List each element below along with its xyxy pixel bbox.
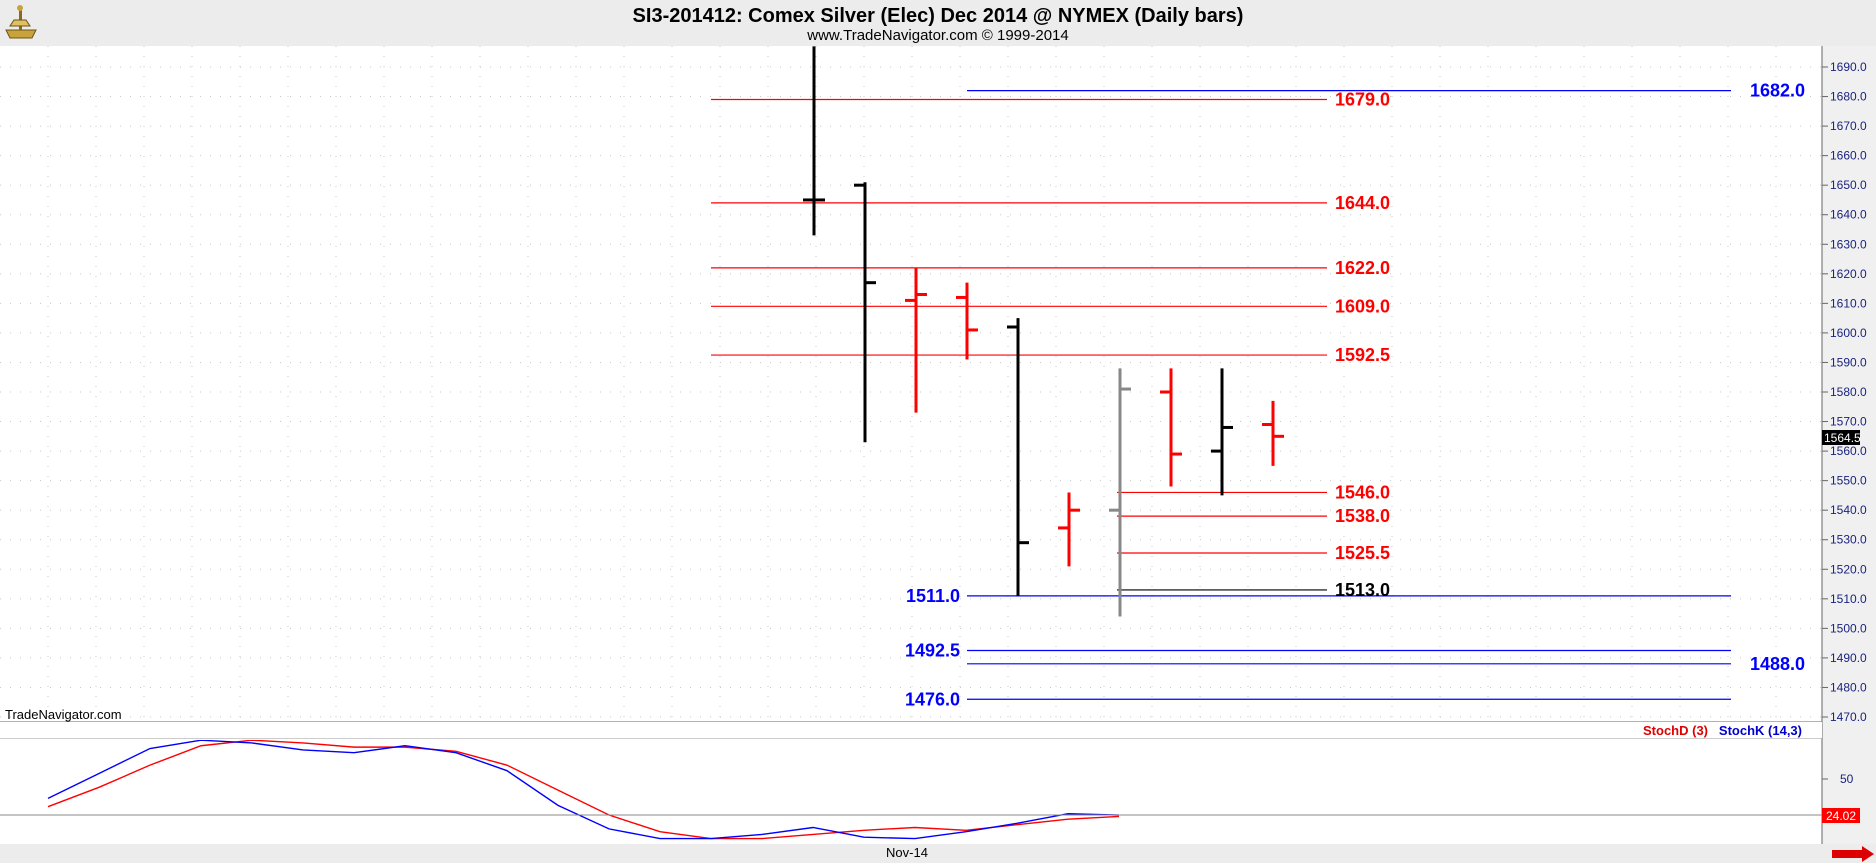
price-tick-label: 1550.0 <box>1830 474 1867 488</box>
level-label: 1592.5 <box>1335 345 1390 365</box>
legend-stochk: StochK (14,3) <box>1719 723 1802 738</box>
price-tick-label: 1680.0 <box>1830 90 1867 104</box>
level-label: 1525.5 <box>1335 543 1390 563</box>
price-tick-label: 1640.0 <box>1830 208 1867 222</box>
ohlc-bar <box>803 46 825 236</box>
price-tick-label: 1500.0 <box>1830 621 1867 635</box>
chart-title: SI3-201412: Comex Silver (Elec) Dec 2014… <box>633 5 1244 27</box>
level-label: 1682.0 <box>1750 81 1805 101</box>
level-label: 1511.0 <box>906 586 960 606</box>
level-label: 1644.0 <box>1335 193 1390 213</box>
oscillator-line <box>47 740 1120 840</box>
price-tick-label: 1610.0 <box>1830 296 1867 310</box>
level-label: 1679.0 <box>1335 90 1390 110</box>
price-tick-label: 1560.0 <box>1830 444 1867 458</box>
price-tick-label: 1480.0 <box>1830 680 1867 694</box>
ohlc-bar <box>1211 368 1233 496</box>
price-tick-label: 1540.0 <box>1830 503 1867 517</box>
price-tick-label: 1580.0 <box>1830 385 1867 399</box>
oscillator-level-label: 50 <box>1840 772 1854 786</box>
ohlc-bar <box>956 282 978 360</box>
ohlc-bars <box>803 46 1284 617</box>
ohlc-bar <box>854 182 876 443</box>
ohlc-bar <box>1160 368 1182 487</box>
ohlc-bar <box>1262 400 1284 466</box>
legend-stochd: StochD (3) <box>1643 723 1708 738</box>
price-tick-label: 1600.0 <box>1830 326 1867 340</box>
ohlc-bar <box>905 267 927 413</box>
price-tick-label: 1510.0 <box>1830 592 1867 606</box>
price-tick-label: 1520.0 <box>1830 562 1867 576</box>
header-bar <box>0 0 1876 46</box>
oscillator-legend-bar <box>0 722 1822 738</box>
level-label: 1538.0 <box>1335 506 1390 526</box>
chart-subtitle: www.TradeNavigator.com © 1999-2014 <box>806 27 1068 44</box>
oscillator-panel <box>47 740 1120 840</box>
price-tick-label: 1630.0 <box>1830 237 1867 251</box>
price-tick-label: 1470.0 <box>1830 710 1867 724</box>
price-tick-label: 1690.0 <box>1830 60 1867 74</box>
price-axis-panel <box>1822 46 1876 845</box>
level-label: 1488.0 <box>1750 654 1805 674</box>
grid <box>0 46 1822 722</box>
price-tick-label: 1570.0 <box>1830 415 1867 429</box>
oscillator-value-tag: 24.02 <box>1822 808 1860 823</box>
x-axis-label: Nov-14 <box>886 845 928 860</box>
ohlc-bar <box>1109 368 1131 617</box>
bottom-axis-bar <box>0 844 1876 863</box>
ohlc-bar <box>1058 492 1080 567</box>
price-tick-label: 1650.0 <box>1830 178 1867 192</box>
price-tick-label: 1490.0 <box>1830 651 1867 665</box>
price-tick-label: 1620.0 <box>1830 267 1867 281</box>
price-axis-ticks: 1690.0 1680.0 1670.0 1660.0 1650.0 1640.0 1630… <box>1822 60 1867 724</box>
watermark: TradeNavigator.com <box>5 707 122 722</box>
level-label: 1492.5 <box>905 641 960 661</box>
price-level-labels: 1682.0 1679.0 1644.0 1622.0 1609.0 1592.5 1546… <box>905 81 1805 710</box>
svg-text:24.02: 24.02 <box>1826 809 1856 823</box>
ohlc-bar <box>1007 318 1029 596</box>
price-tick-label: 1660.0 <box>1830 149 1867 163</box>
svg-text:1564.5: 1564.5 <box>1824 431 1861 445</box>
level-label: 1476.0 <box>905 689 960 709</box>
level-label: 1609.0 <box>1335 296 1390 316</box>
oscillator-line <box>47 740 1120 840</box>
level-label: 1622.0 <box>1335 258 1390 278</box>
trade-navigator-logo-icon[interactable] <box>5 5 37 39</box>
level-label: 1513.0 <box>1335 580 1390 600</box>
last-price-tag: 1564.5 <box>1822 430 1861 445</box>
price-tick-label: 1530.0 <box>1830 533 1867 547</box>
scroll-right-arrow-icon[interactable] <box>1832 846 1874 862</box>
price-tick-label: 1670.0 <box>1830 119 1867 133</box>
price-tick-label: 1590.0 <box>1830 355 1867 369</box>
level-label: 1546.0 <box>1335 482 1390 502</box>
